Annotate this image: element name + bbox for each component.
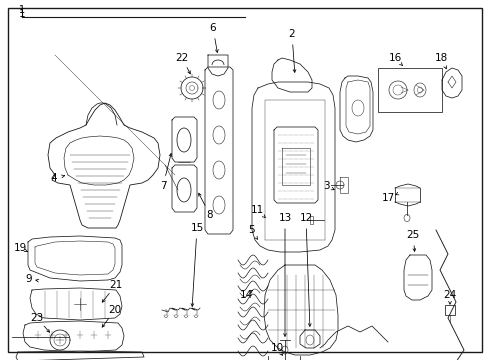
Text: 16: 16 xyxy=(389,53,402,63)
Text: 10: 10 xyxy=(270,343,284,353)
Text: 7: 7 xyxy=(160,181,166,191)
Text: 19: 19 xyxy=(13,243,26,253)
Text: 3: 3 xyxy=(323,181,329,191)
Text: 4: 4 xyxy=(50,173,57,183)
Text: 22: 22 xyxy=(175,53,189,63)
Text: 15: 15 xyxy=(191,223,204,233)
Text: 6: 6 xyxy=(210,23,216,33)
Text: 24: 24 xyxy=(443,290,457,300)
Text: 18: 18 xyxy=(434,53,448,63)
Text: 11: 11 xyxy=(250,205,264,215)
Bar xyxy=(445,305,455,315)
Text: 1: 1 xyxy=(19,5,25,15)
Text: 1: 1 xyxy=(19,9,25,19)
Text: 21: 21 xyxy=(109,280,122,290)
Text: 23: 23 xyxy=(30,313,44,323)
Bar xyxy=(378,68,442,112)
Text: 5: 5 xyxy=(247,225,254,235)
Text: 12: 12 xyxy=(299,213,313,223)
Text: 17: 17 xyxy=(381,193,394,203)
Text: 9: 9 xyxy=(25,274,32,284)
Text: 13: 13 xyxy=(278,213,292,223)
Text: 8: 8 xyxy=(207,210,213,220)
Text: 20: 20 xyxy=(108,305,122,315)
Text: 2: 2 xyxy=(289,29,295,39)
Text: 14: 14 xyxy=(240,290,253,300)
Text: 25: 25 xyxy=(406,230,419,240)
